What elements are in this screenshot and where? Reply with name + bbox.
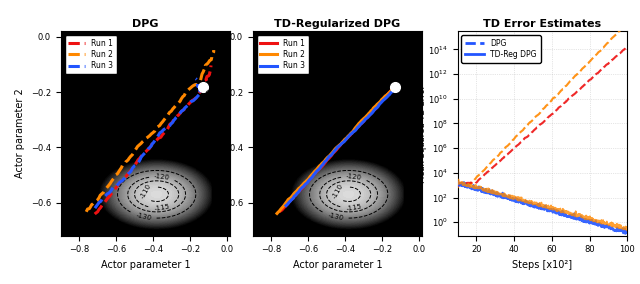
Run 1 [303, 181, 311, 184]
Run 3 [196, 88, 204, 91]
Run 3 [388, 89, 396, 93]
Run 1 [202, 79, 210, 82]
Line: Run 2: Run 2 [86, 50, 214, 212]
Run 1 [132, 162, 140, 166]
Text: -115: -115 [154, 203, 171, 212]
Run 3 [308, 176, 316, 179]
Run 3 [194, 82, 202, 85]
Run 2 [210, 48, 218, 52]
Run 2 [200, 68, 208, 71]
Run 2 [198, 72, 206, 76]
Text: -120: -120 [346, 173, 362, 181]
Text: -130: -130 [135, 212, 152, 222]
Run 1 [203, 80, 211, 83]
X-axis label: Actor parameter 1: Actor parameter 1 [100, 260, 191, 270]
Y-axis label: Mean Squared TD Error: Mean Squared TD Error [417, 84, 427, 183]
Run 2 [343, 136, 351, 139]
Legend: Run 1, Run 2, Run 3: Run 1, Run 2, Run 3 [65, 35, 117, 74]
Run 1 [91, 212, 99, 216]
Legend: DPG, TD-Reg DPG: DPG, TD-Reg DPG [461, 35, 541, 63]
Legend: Run 1, Run 2, Run 3: Run 1, Run 2, Run 3 [257, 35, 309, 74]
Y-axis label: Actor parameter 2: Actor parameter 2 [207, 89, 217, 178]
Run 3 [133, 163, 141, 167]
Run 1 [277, 209, 285, 212]
Run 3 [282, 204, 290, 207]
Run 3 [303, 181, 311, 185]
Run 1 [336, 144, 344, 147]
Run 2 [273, 212, 281, 215]
Run 2 [381, 95, 389, 98]
Title: DPG: DPG [132, 19, 159, 29]
Run 1 [188, 99, 196, 102]
Text: -110: -110 [140, 183, 152, 200]
Run 3 [195, 85, 203, 89]
Run 1 [387, 90, 394, 93]
Run 1 [392, 83, 400, 87]
Run 1 [383, 93, 390, 97]
Run 2 [385, 91, 392, 95]
Run 1 [299, 186, 307, 189]
Run 2 [333, 145, 341, 149]
Run 2 [101, 188, 109, 192]
Line: Run 2: Run 2 [277, 86, 395, 213]
Run 3 [337, 143, 344, 146]
Text: -130: -130 [327, 212, 344, 222]
Run 2 [208, 56, 216, 59]
Run 1 [346, 134, 354, 137]
Line: Run 3: Run 3 [286, 91, 392, 206]
Run 2 [391, 85, 399, 88]
Run 3 [383, 95, 391, 98]
Text: -115: -115 [346, 203, 363, 212]
Title: TD-Regularized DPG: TD-Regularized DPG [275, 19, 401, 29]
Run 3 [109, 185, 117, 189]
Run 3 [346, 133, 353, 137]
Line: Run 1: Run 1 [95, 65, 211, 214]
Run 2 [300, 181, 308, 185]
Line: Run 1: Run 1 [281, 85, 396, 211]
Run 2 [180, 94, 188, 97]
Run 3 [380, 98, 388, 101]
Run 1 [109, 191, 116, 195]
Y-axis label: Actor parameter 2: Actor parameter 2 [15, 89, 25, 178]
Run 3 [91, 206, 99, 210]
Line: Run 3: Run 3 [95, 79, 200, 208]
Run 1 [207, 64, 215, 67]
Title: TD Error Estimates: TD Error Estimates [483, 19, 602, 29]
Text: -120: -120 [154, 173, 170, 181]
Run 3 [184, 103, 192, 107]
Run 2 [124, 158, 132, 162]
Run 1 [207, 68, 214, 71]
Run 3 [192, 77, 200, 80]
Run 2 [83, 210, 90, 214]
X-axis label: Actor parameter 1: Actor parameter 1 [292, 260, 383, 270]
Text: -110: -110 [332, 183, 344, 200]
Run 2 [295, 187, 303, 190]
X-axis label: Steps [x10²]: Steps [x10²] [513, 260, 572, 270]
